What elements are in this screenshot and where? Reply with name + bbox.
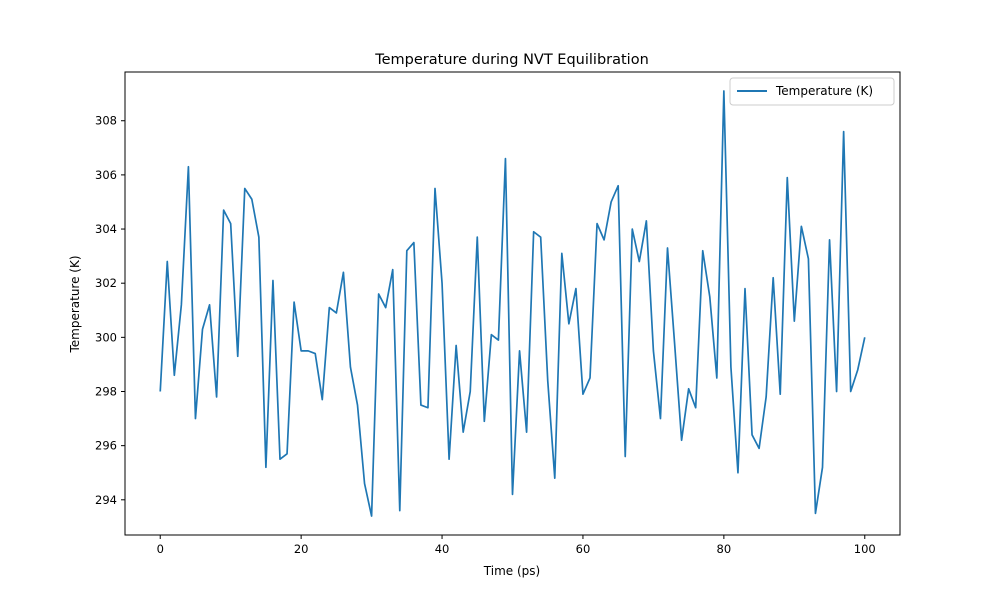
y-tick-label: 306 (95, 168, 117, 182)
y-axis: 294 296 298 300 302 304 306 308 (95, 114, 125, 507)
series-line (159, 90, 866, 517)
x-tick-label: 80 (717, 542, 732, 556)
x-tick-label: 40 (435, 542, 450, 556)
x-axis-label: Time (ps) (483, 564, 540, 578)
x-tick-label: 100 (854, 542, 876, 556)
legend-box (729, 77, 895, 106)
y-tick-label: 308 (95, 114, 117, 128)
x-tick-label: 20 (294, 542, 309, 556)
y-tick-label: 302 (95, 276, 117, 290)
x-tick-label: 60 (576, 542, 591, 556)
legend: Temperature (K) (729, 77, 895, 106)
y-tick-label: 294 (95, 493, 117, 507)
legend-label: Temperature (K) (775, 84, 873, 98)
y-tick-label: 300 (95, 330, 117, 344)
y-tick-label: 304 (95, 222, 117, 236)
axes-frame (124, 71, 901, 536)
x-tick-label: 0 (157, 542, 164, 556)
plot-area (159, 90, 866, 517)
x-axis: 0 20 40 60 80 100 (157, 535, 876, 556)
y-tick-label: 298 (95, 384, 117, 398)
y-tick-label: 296 (95, 439, 117, 453)
chart-title: Temperature during NVT Equilibration (374, 52, 649, 68)
y-axis-label: Temperature (K) (68, 255, 82, 353)
